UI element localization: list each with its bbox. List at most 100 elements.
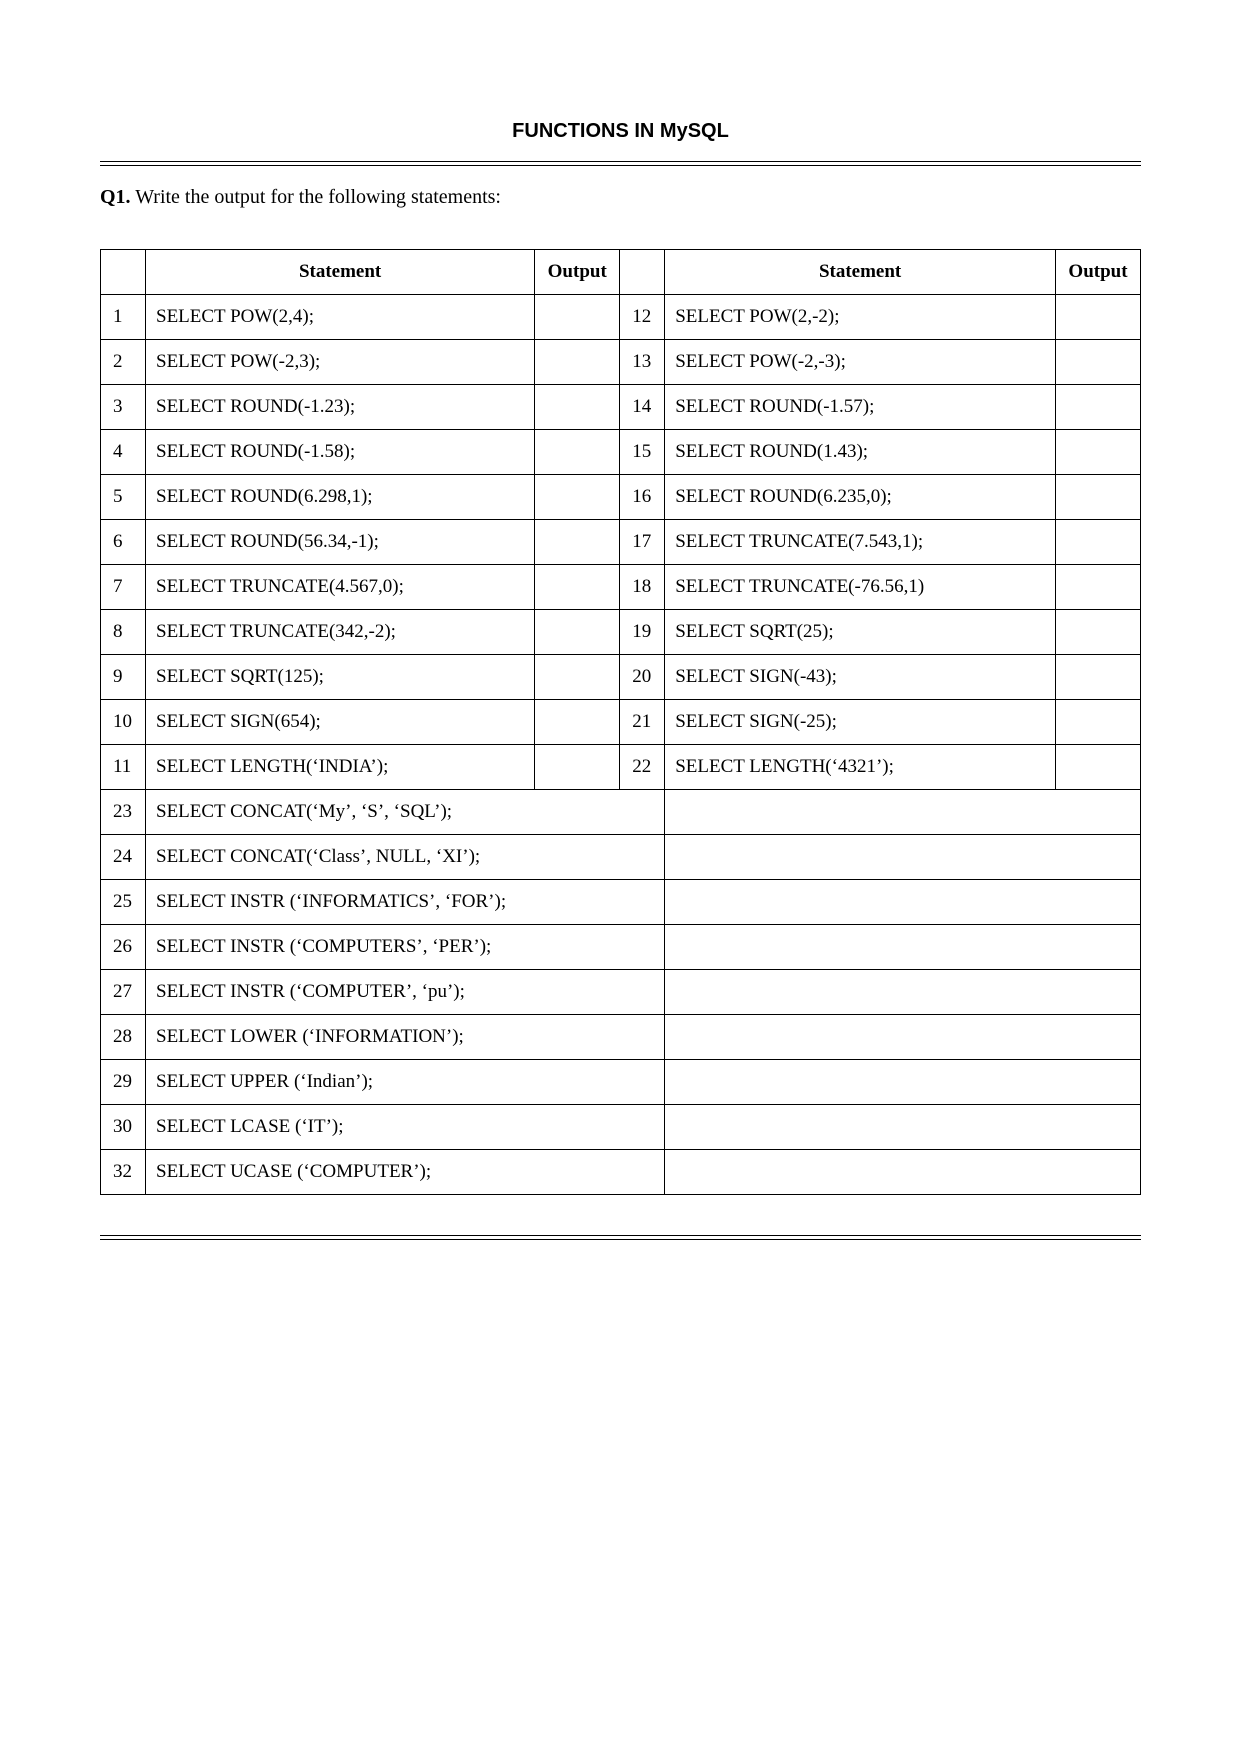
divider-top-2	[100, 165, 1141, 166]
statement-cell-left: SELECT POW(2,4);	[146, 295, 535, 340]
table-row: 2SELECT POW(-2,3);13SELECT POW(-2,-3);	[101, 340, 1141, 385]
statement-cell-right: SELECT ROUND(-1.57);	[665, 385, 1056, 430]
header-blank-right	[620, 250, 665, 295]
output-cell-right	[1056, 745, 1141, 790]
statement-cell-left: SELECT POW(-2,3);	[146, 340, 535, 385]
statement-cell-right: SELECT SIGN(-25);	[665, 700, 1056, 745]
statements-table: Statement Output Statement Output 1SELEC…	[100, 249, 1141, 1195]
output-cell-wide	[665, 1015, 1141, 1060]
row-number-left: 5	[101, 475, 146, 520]
output-cell-wide	[665, 925, 1141, 970]
output-cell-right	[1056, 565, 1141, 610]
statement-cell-left: SELECT ROUND(6.298,1);	[146, 475, 535, 520]
table-row: 5SELECT ROUND(6.298,1); 16SELECT ROUND(6.…	[101, 475, 1141, 520]
output-cell-wide	[665, 880, 1141, 925]
question-line: Q1. Write the output for the following s…	[100, 186, 1141, 209]
header-output-left: Output	[535, 250, 620, 295]
row-number: 25	[101, 880, 146, 925]
statement-cell-right: SELECT SIGN(-43);	[665, 655, 1056, 700]
output-cell-right	[1056, 475, 1141, 520]
table-row: 26SELECT INSTR (‘COMPUTERS’, ‘PER’);	[101, 925, 1141, 970]
table-row: 6SELECT ROUND(56.34,-1);17SELECT TRUNCAT…	[101, 520, 1141, 565]
row-number-right: 18	[620, 565, 665, 610]
header-blank-left	[101, 250, 146, 295]
row-number-right: 15	[620, 430, 665, 475]
table-row: 30SELECT LCASE (‘IT’);	[101, 1105, 1141, 1150]
row-number: 26	[101, 925, 146, 970]
table-row: 7SELECT TRUNCATE(4.567,0);18SELECT TRUNC…	[101, 565, 1141, 610]
statement-cell-wide: SELECT UCASE (‘COMPUTER’);	[146, 1150, 665, 1195]
output-cell-wide	[665, 790, 1141, 835]
statement-cell-wide: SELECT INSTR (‘COMPUTERS’, ‘PER’);	[146, 925, 665, 970]
statement-cell-wide: SELECT CONCAT(‘Class’, NULL, ‘XI’);	[146, 835, 665, 880]
header-statement-left: Statement	[146, 250, 535, 295]
row-number-left: 8	[101, 610, 146, 655]
table-row: 25SELECT INSTR (‘INFORMATICS’, ‘FOR’);	[101, 880, 1141, 925]
row-number-left: 11	[101, 745, 146, 790]
row-number-right: 19	[620, 610, 665, 655]
output-cell-right	[1056, 700, 1141, 745]
row-number: 30	[101, 1105, 146, 1150]
row-number: 24	[101, 835, 146, 880]
statement-cell-wide: SELECT LOWER (‘INFORMATION’);	[146, 1015, 665, 1060]
table-row: 9SELECT SQRT(125);20SELECT SIGN(-43);	[101, 655, 1141, 700]
output-cell-wide	[665, 1150, 1141, 1195]
output-cell-left	[535, 295, 620, 340]
statement-cell-left: SELECT TRUNCATE(4.567,0);	[146, 565, 535, 610]
table-row: 4SELECT ROUND(-1.58);15SELECT ROUND(1.43…	[101, 430, 1141, 475]
divider-top-1	[100, 161, 1141, 162]
statement-cell-right: SELECT ROUND(1.43);	[665, 430, 1056, 475]
table-row: 27SELECT INSTR (‘COMPUTER’, ‘pu’);	[101, 970, 1141, 1015]
row-number-left: 1	[101, 295, 146, 340]
table-row: 11SELECT LENGTH(‘INDIA’);22SELECT LENGTH…	[101, 745, 1141, 790]
row-number-left: 6	[101, 520, 146, 565]
statement-cell-wide: SELECT UPPER (‘Indian’);	[146, 1060, 665, 1105]
row-number-right: 21	[620, 700, 665, 745]
row-number: 27	[101, 970, 146, 1015]
row-number-left: 4	[101, 430, 146, 475]
output-cell-wide	[665, 835, 1141, 880]
row-number-right: 16	[620, 475, 665, 520]
output-cell-right	[1056, 430, 1141, 475]
output-cell-left	[535, 340, 620, 385]
row-number: 23	[101, 790, 146, 835]
output-cell-left	[535, 430, 620, 475]
statement-cell-wide: SELECT CONCAT(‘My’, ‘S’, ‘SQL’);	[146, 790, 665, 835]
output-cell-right	[1056, 295, 1141, 340]
row-number-left: 9	[101, 655, 146, 700]
output-cell-left	[535, 565, 620, 610]
output-cell-wide	[665, 1105, 1141, 1150]
table-row: 23SELECT CONCAT(‘My’, ‘S’, ‘SQL’);	[101, 790, 1141, 835]
row-number-right: 14	[620, 385, 665, 430]
table-row: 24SELECT CONCAT(‘Class’, NULL, ‘XI’);	[101, 835, 1141, 880]
row-number-right: 12	[620, 295, 665, 340]
table-row: 32SELECT UCASE (‘COMPUTER’);	[101, 1150, 1141, 1195]
output-cell-left	[535, 745, 620, 790]
row-number-right: 20	[620, 655, 665, 700]
statement-cell-wide: SELECT LCASE (‘IT’);	[146, 1105, 665, 1150]
statement-cell-wide: SELECT INSTR (‘INFORMATICS’, ‘FOR’);	[146, 880, 665, 925]
output-cell-right	[1056, 610, 1141, 655]
statement-cell-left: SELECT SIGN(654);	[146, 700, 535, 745]
header-statement-right: Statement	[665, 250, 1056, 295]
statement-cell-left: SELECT ROUND(56.34,-1);	[146, 520, 535, 565]
table-body: 1SELECT POW(2,4);12SELECT POW(2,-2);2SEL…	[101, 295, 1141, 1195]
row-number-left: 10	[101, 700, 146, 745]
statement-cell-left: SELECT ROUND(-1.23);	[146, 385, 535, 430]
question-text: Write the output for the following state…	[131, 186, 501, 208]
row-number-right: 22	[620, 745, 665, 790]
output-cell-left	[535, 385, 620, 430]
output-cell-left	[535, 700, 620, 745]
statement-cell-left: SELECT LENGTH(‘INDIA’);	[146, 745, 535, 790]
table-row: 3SELECT ROUND(-1.23); 14SELECT ROUND(-1.5…	[101, 385, 1141, 430]
page-title: FUNCTIONS IN MySQL	[100, 120, 1141, 143]
statement-cell-right: SELECT ROUND(6.235,0);	[665, 475, 1056, 520]
table-row: 29SELECT UPPER (‘Indian’);	[101, 1060, 1141, 1105]
row-number-left: 2	[101, 340, 146, 385]
statement-cell-right: SELECT SQRT(25);	[665, 610, 1056, 655]
statement-cell-right: SELECT TRUNCATE(-76.56,1)	[665, 565, 1056, 610]
header-output-right: Output	[1056, 250, 1141, 295]
row-number-left: 3	[101, 385, 146, 430]
statement-cell-left: SELECT TRUNCATE(342,-2);	[146, 610, 535, 655]
row-number: 32	[101, 1150, 146, 1195]
